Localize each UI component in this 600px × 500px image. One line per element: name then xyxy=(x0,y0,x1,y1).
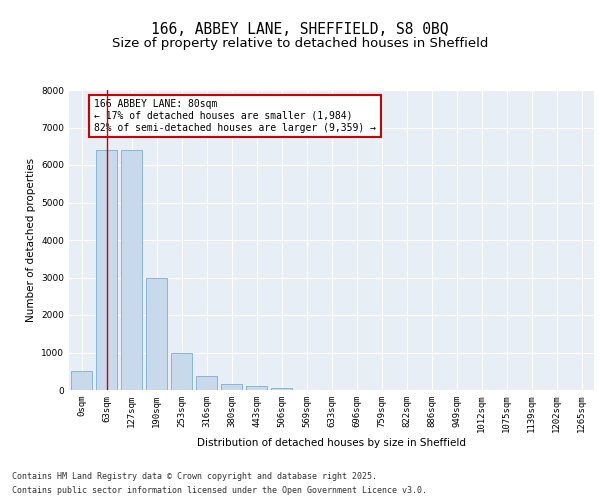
Bar xyxy=(146,278,167,390)
X-axis label: Distribution of detached houses by size in Sheffield: Distribution of detached houses by size … xyxy=(197,438,466,448)
Text: Size of property relative to detached houses in Sheffield: Size of property relative to detached ho… xyxy=(112,38,488,51)
Bar xyxy=(271,388,292,390)
Text: Contains HM Land Registry data © Crown copyright and database right 2025.: Contains HM Land Registry data © Crown c… xyxy=(12,472,377,481)
Text: Contains public sector information licensed under the Open Government Licence v3: Contains public sector information licen… xyxy=(12,486,427,495)
Bar xyxy=(221,384,242,390)
Y-axis label: Number of detached properties: Number of detached properties xyxy=(26,158,35,322)
Text: 166 ABBEY LANE: 80sqm
← 17% of detached houses are smaller (1,984)
82% of semi-d: 166 ABBEY LANE: 80sqm ← 17% of detached … xyxy=(94,100,376,132)
Bar xyxy=(96,150,117,390)
Bar xyxy=(196,376,217,390)
Text: 166, ABBEY LANE, SHEFFIELD, S8 0BQ: 166, ABBEY LANE, SHEFFIELD, S8 0BQ xyxy=(151,22,449,38)
Bar xyxy=(171,352,192,390)
Bar xyxy=(246,386,267,390)
Bar xyxy=(121,150,142,390)
Bar xyxy=(71,371,92,390)
